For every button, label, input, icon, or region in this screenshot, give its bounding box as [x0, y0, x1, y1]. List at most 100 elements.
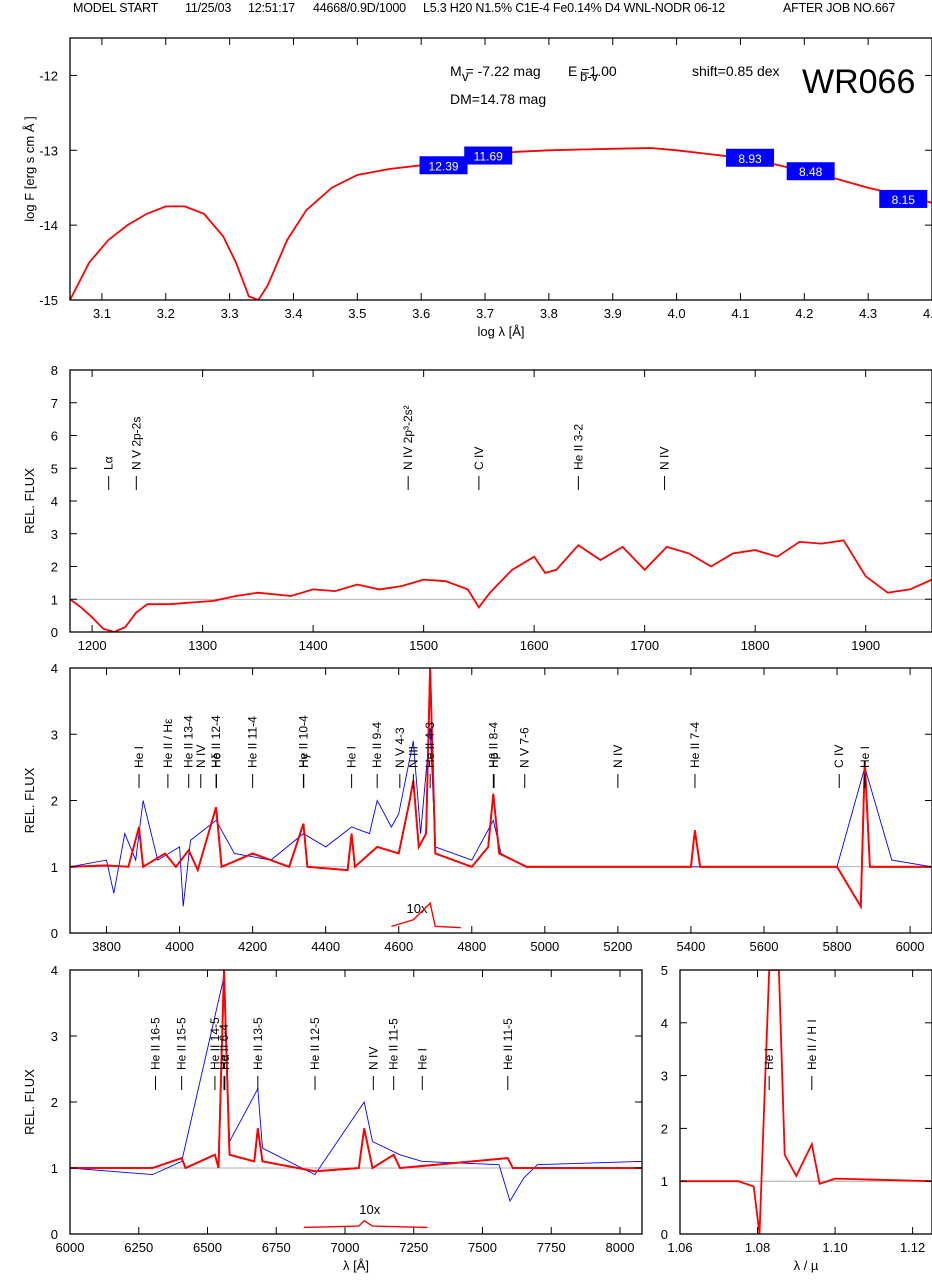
x-tick-label: 1.10	[822, 1240, 847, 1255]
plot-frame	[69, 37, 932, 301]
line-id-label: Hβ	[487, 752, 501, 768]
y-tick-label: 4	[661, 1016, 668, 1031]
line-id-label: He II 11-4	[246, 716, 260, 768]
plot-frame	[69, 667, 932, 934]
dm-annotation: DM=14.78 mag	[450, 91, 546, 107]
x-tick-label: 1800	[741, 638, 770, 653]
line-id-label: Hα	[218, 1054, 232, 1070]
line-id-label: Hγ	[297, 753, 311, 768]
series-group	[70, 539, 932, 632]
x-tick-label: 7750	[537, 1240, 566, 1255]
observed-spectrum	[70, 976, 642, 1203]
line-id-label: He I	[345, 746, 359, 768]
y-tick-label: 2	[51, 1095, 58, 1110]
x-axis-label: λ / µ	[794, 1258, 819, 1273]
y-tick-label: 8	[51, 363, 58, 378]
x-tick-label: 8000	[606, 1240, 635, 1255]
photometry-badge	[419, 156, 468, 175]
inset-scale-label: 10x	[359, 1202, 380, 1217]
line-id-label: Lα	[102, 456, 116, 470]
x-tick-label: 7000	[331, 1240, 360, 1255]
line-id-label: N IV	[366, 1047, 380, 1070]
x-tick-label: 3.7	[476, 306, 494, 321]
x-tick-label: 4.2	[795, 306, 813, 321]
line-id-label: Hδ	[209, 752, 223, 768]
y-tick-label: 0	[661, 1227, 668, 1242]
x-tick-label: 5400	[676, 939, 705, 954]
line-id-label: He II 9-4	[370, 722, 384, 768]
header-run: 44668/0.9D/1000	[313, 1, 406, 15]
y-tick-label: 0	[51, 926, 58, 941]
inset-model-trace	[303, 1219, 428, 1229]
header-date: 11/25/03	[185, 1, 232, 15]
series-group	[680, 970, 932, 1234]
plot-frame	[679, 969, 932, 1235]
model-spectrum	[70, 970, 642, 1173]
line-id-label: N IV	[194, 745, 208, 768]
panel-sed: 3.1 3.2 3.3 3.4 3.5 3.6 3.7 3.8 3.9 4.0 4.1 4.2 4.3 4…	[22, 37, 932, 339]
line-id-label: He I	[415, 1048, 429, 1070]
mv-subscript: v	[462, 69, 469, 84]
x-tick-label: 4800	[457, 939, 486, 954]
x-tick-label: 5800	[823, 939, 852, 954]
y-axis-label: REL. FLUX	[22, 468, 37, 534]
y-tick-label: 3	[51, 1029, 58, 1044]
line-id-label: He II 8-4	[486, 722, 500, 768]
line-id-label: C IV	[832, 745, 846, 768]
x-tick-label: 3800	[92, 939, 121, 954]
y-tick-label: 3	[51, 727, 58, 742]
line-id-label: He II 3-2	[571, 424, 585, 470]
series-group	[70, 668, 932, 910]
line-id-label: He II 10-4	[296, 715, 310, 768]
model-spectrum	[70, 668, 932, 910]
y-tick-label: 2	[51, 560, 58, 575]
y-tick-label: -12	[39, 68, 58, 83]
x-axis-label: λ [Å]	[343, 1258, 369, 1273]
line-id-label: N III	[406, 746, 420, 768]
x-tick-label: 3.3	[221, 306, 239, 321]
y-tick-label: -13	[39, 143, 58, 158]
x-tick-label: 1400	[299, 638, 328, 653]
mv-annotation: M = -7.22 mag	[450, 63, 541, 79]
y-tick-label: 1	[51, 860, 58, 875]
header-time: 12:51:17	[248, 1, 296, 15]
header: MODEL START 11/25/03 12:51:17 44668/0.9D…	[0, 0, 932, 18]
photometry-label: 8.48	[799, 165, 823, 179]
photometry-badge	[786, 162, 835, 181]
photometry-badge	[726, 148, 775, 167]
line-id-label: He I	[132, 746, 146, 768]
x-tick-label: 6500	[193, 1240, 222, 1255]
line-id-label: N IV	[658, 447, 672, 470]
x-tick-label: 3.4	[284, 306, 302, 321]
x-tick-label: 4.0	[668, 306, 686, 321]
y-tick-label: 1	[51, 592, 58, 607]
x-tick-label: 7250	[399, 1240, 428, 1255]
x-tick-label: 3.6	[412, 306, 430, 321]
x-tick-label: 1200	[78, 638, 107, 653]
line-id-label: He II 6-4	[217, 1024, 231, 1070]
shift-annotation: shift=0.85 dex	[692, 63, 780, 79]
panel-uv: 1200 1300 1400 1500 1600 1700 1800 1900 0 1 2 3 4 5 6 7…	[22, 363, 932, 653]
plot-frame	[69, 369, 932, 633]
x-tick-label: 4.3	[859, 306, 877, 321]
y-tick-label: 4	[51, 963, 58, 978]
x-tick-label: 1.08	[745, 1240, 770, 1255]
panel-optical: 3800 4000 4200 4400 4600 4800 5000 5200 5400 5600…	[22, 661, 932, 954]
x-tick-label: 1600	[520, 638, 549, 653]
line-id-label: He II 11-5	[501, 1018, 515, 1070]
x-tick-label: 1.06	[667, 1240, 692, 1255]
x-tick-label: 3.9	[604, 306, 622, 321]
y-tick-label: 2	[661, 1121, 668, 1136]
panel-ir: 1.06 1.08 1.10 1.12 0 1 2 3 4 5 λ / µ He I He II / H…	[661, 963, 932, 1273]
y-tick-label: 7	[51, 396, 58, 411]
line-id-label: N V 7-6	[518, 727, 532, 768]
chart-title: WR066	[802, 63, 915, 101]
line-id-label: C IV	[472, 447, 486, 470]
x-tick-label: 6000	[56, 1240, 85, 1255]
y-axis-label: REL. FLUX	[22, 767, 37, 833]
y-tick-label: 4	[51, 494, 58, 509]
model-spectrum	[70, 539, 932, 632]
x-tick-label: 4.1	[731, 306, 749, 321]
photometry-badge	[879, 189, 928, 208]
